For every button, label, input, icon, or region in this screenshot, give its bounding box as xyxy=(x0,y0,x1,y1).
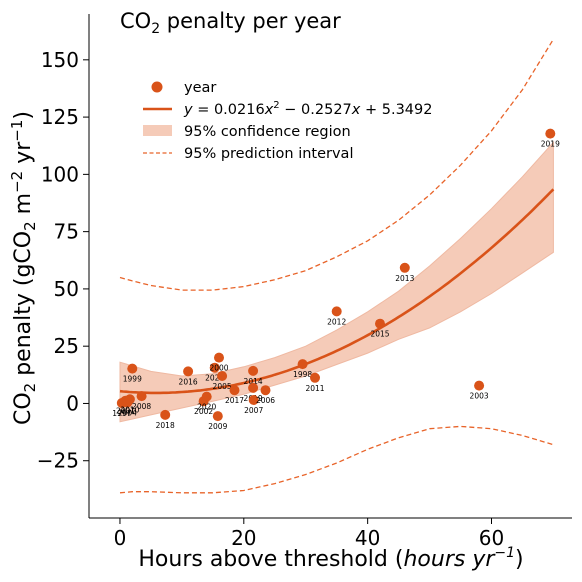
axes: 0 20 40 60 −25 0 25 50 75 100 125 150 xyxy=(37,14,572,550)
data-point xyxy=(214,352,224,363)
chart-title: CO2 penalty per year xyxy=(120,9,341,37)
x-tick-label: 0 xyxy=(114,526,127,550)
data-point xyxy=(248,365,259,376)
data-point xyxy=(229,385,240,396)
prediction-interval-upper xyxy=(119,38,554,291)
legend-prediction-label: 95% prediction interval xyxy=(184,146,353,162)
point-label: 2000 xyxy=(209,364,228,373)
point-label: 1997 xyxy=(112,409,131,418)
point-label: 2017 xyxy=(225,396,244,405)
data-point xyxy=(375,318,385,329)
data-point xyxy=(545,128,556,139)
point-label: 2008 xyxy=(132,402,151,411)
point-label: 1998 xyxy=(293,370,312,379)
data-point xyxy=(399,262,410,273)
y-tick-label: 125 xyxy=(41,105,79,129)
prediction-interval-layer xyxy=(119,38,554,494)
data-point xyxy=(201,391,212,402)
data-point xyxy=(474,380,485,391)
point-label: 2005 xyxy=(213,382,232,391)
point-label: 2009 xyxy=(208,422,227,431)
data-point xyxy=(217,371,228,381)
point-label: 2013 xyxy=(395,274,414,283)
y-tick-label: 50 xyxy=(54,277,79,301)
data-point xyxy=(297,359,308,370)
x-tick-label: 40 xyxy=(355,526,380,550)
point-label: 1999 xyxy=(123,375,142,384)
point-label: 2003 xyxy=(470,392,489,401)
point-label: 2012 xyxy=(327,317,346,326)
data-point xyxy=(209,362,220,373)
legend-fit-label: y = 0.0216x2 − 0.2527x + 5.3492 xyxy=(183,100,432,118)
x-tick-label: 20 xyxy=(231,526,256,550)
point-label: 2007 xyxy=(244,406,263,415)
x-axis-title: Hours above threshold (hours yr−1) xyxy=(138,545,523,572)
point-label: 2020 xyxy=(197,403,216,412)
point-label: 2001 xyxy=(116,407,135,416)
point-label: 2002 xyxy=(194,407,213,416)
fit-curve xyxy=(119,188,555,395)
fit-curve-layer xyxy=(119,188,555,395)
y-tick-label: 25 xyxy=(54,334,79,358)
y-axis-title: CO2 penalty (gCO2 m−2 yr−1) xyxy=(8,111,39,425)
point-label: 2018 xyxy=(156,421,175,430)
prediction-interval-lower xyxy=(119,425,554,494)
data-point xyxy=(183,366,194,377)
point-label: 2016 xyxy=(179,377,198,386)
legend-confidence-swatch xyxy=(143,125,172,136)
y-tick-label: −25 xyxy=(37,449,79,473)
data-point xyxy=(127,363,138,374)
y-tick-label: 0 xyxy=(66,391,79,415)
point-label: 2006 xyxy=(256,396,275,405)
y-tick-label: 150 xyxy=(41,48,79,72)
data-point xyxy=(248,395,259,405)
data-point xyxy=(124,394,135,405)
point-label: 2019 xyxy=(541,140,560,149)
data-point xyxy=(248,382,259,393)
legend-year-marker xyxy=(151,81,163,93)
data-point xyxy=(260,385,271,396)
point-label: 2021 xyxy=(205,374,224,383)
data-point xyxy=(212,411,223,422)
point-label: 2011 xyxy=(305,384,324,393)
data-point xyxy=(331,306,342,317)
data-point xyxy=(310,372,320,383)
x-tick-label: 60 xyxy=(479,526,504,550)
legend: year y = 0.0216x2 − 0.2527x + 5.3492 95%… xyxy=(143,80,432,162)
legend-confidence-label: 95% confidence region xyxy=(184,124,351,140)
y-tick-label: 75 xyxy=(54,220,79,244)
point-label: 2010 xyxy=(120,405,139,414)
point-label: 2014 xyxy=(244,377,263,386)
data-point xyxy=(136,391,147,402)
point-label: 2015 xyxy=(370,330,389,339)
legend-year-label: year xyxy=(184,80,216,96)
point-label: 2004 xyxy=(118,409,137,418)
data-point xyxy=(160,409,171,420)
y-tick-label: 100 xyxy=(41,162,79,186)
